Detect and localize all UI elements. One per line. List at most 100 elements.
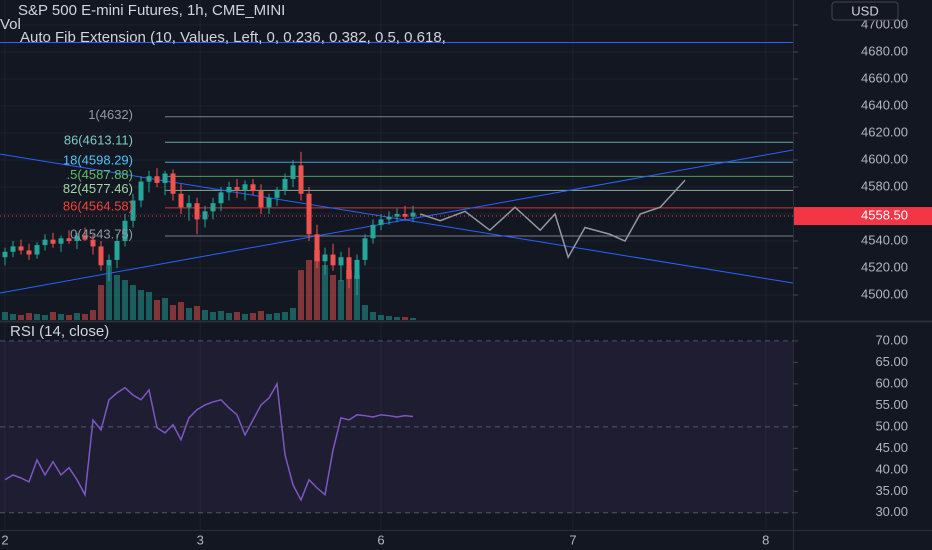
candle-body (378, 219, 384, 225)
candle-body (138, 181, 144, 201)
y-tick-label: 70.00 (875, 332, 908, 347)
volume-bar (50, 312, 56, 320)
candle-body (114, 241, 120, 260)
x-tick-label: 6 (377, 532, 384, 547)
volume-bar (266, 314, 272, 320)
volume-bar (258, 311, 264, 320)
volume-bar (162, 298, 168, 320)
volume-bar (410, 318, 416, 320)
candle-body (338, 257, 344, 266)
x-tick-label: 7 (569, 532, 576, 547)
candle-body (370, 224, 376, 239)
candle-body (354, 259, 360, 279)
last-price-box (794, 207, 932, 226)
volume-bar (274, 313, 280, 320)
rsi-line (4, 381, 414, 502)
candle-body (362, 238, 368, 260)
candle-body (2, 251, 8, 258)
y-tick-label: 65.00 (875, 354, 908, 369)
volume-bar (130, 285, 136, 320)
candle-body (170, 173, 176, 194)
y-tick-label: 4540.00 (861, 232, 908, 247)
candle-body (202, 211, 208, 220)
candle-body (386, 216, 392, 220)
y-tick-label: 4600.00 (861, 151, 908, 166)
fib-label: .5(4587.88) (67, 167, 134, 182)
candle-body (210, 203, 216, 212)
volume-bar (122, 280, 128, 320)
x-tick-label: 2 (1, 532, 8, 547)
candle-body (250, 184, 256, 192)
volume-bar (18, 315, 24, 320)
candle-body (122, 220, 128, 242)
y-tick-label: 30.00 (875, 504, 908, 519)
volume-bar (186, 308, 192, 320)
candle-body (194, 203, 200, 220)
candle-body (282, 178, 288, 190)
candle-body (346, 257, 352, 279)
candle-body (90, 239, 96, 247)
candle-body (258, 191, 264, 208)
candle-body (242, 184, 248, 190)
candle-body (394, 214, 400, 217)
x-tick-label: 8 (762, 532, 769, 547)
volume-bar (82, 314, 88, 320)
volume-label: Vol (0, 16, 21, 33)
candle-body (234, 187, 240, 190)
y-tick-label: 4680.00 (861, 43, 908, 58)
candle-body (154, 176, 160, 183)
volume-bar (226, 313, 232, 320)
candle-body (10, 246, 16, 252)
volume-bar (114, 275, 120, 320)
y-tick-label: 40.00 (875, 461, 908, 476)
currency[interactable]: USD (851, 3, 878, 18)
volume-bar (362, 305, 368, 320)
volume-bar (234, 312, 240, 320)
fib-label: 1(4632) (88, 107, 133, 122)
y-tick-label: 4520.00 (861, 259, 908, 274)
candle-body (178, 193, 184, 208)
candle-body (330, 254, 336, 266)
volume-bar (330, 275, 336, 320)
candle-body (162, 173, 168, 183)
volume-bar (170, 305, 176, 320)
y-tick-label: 4580.00 (861, 178, 908, 193)
volume-bar (146, 292, 152, 320)
candle-body (322, 254, 328, 262)
candle-body (186, 203, 192, 208)
candle-body (218, 192, 224, 204)
volume-bar (354, 275, 360, 320)
volume-bar (154, 300, 160, 320)
y-tick-label: 50.00 (875, 418, 908, 433)
volume-bar (394, 317, 400, 320)
candle-body (82, 235, 88, 240)
fib-label: 86(4564.58) (63, 198, 133, 213)
projection-line (419, 179, 686, 260)
candle-body (226, 187, 232, 193)
currency-box[interactable] (831, 1, 899, 21)
candle-body (402, 214, 408, 217)
last-price-label: 4558.50 (861, 207, 908, 222)
fib-label: 18(4598.29) (63, 153, 133, 168)
volume-bar (194, 306, 200, 320)
candle-body (18, 246, 24, 251)
candle-body (50, 239, 56, 244)
volume-bar (338, 280, 344, 320)
volume-bar (282, 312, 288, 320)
y-tick-label: 45.00 (875, 440, 908, 455)
y-tick-label: 4620.00 (861, 124, 908, 139)
volume-bar (402, 317, 408, 320)
candle-body (410, 212, 416, 217)
volume-bar (298, 270, 304, 320)
y-tick-label: 55.00 (875, 397, 908, 412)
volume-bar (202, 310, 208, 320)
volume-bar (34, 314, 40, 320)
volume-bar (98, 285, 104, 320)
fib-label: 0(4543.75) (70, 226, 133, 241)
candle-body (66, 238, 72, 242)
candle-body (130, 200, 136, 221)
candle-body (74, 235, 80, 242)
volume-bar (242, 314, 248, 320)
candle-body (298, 165, 304, 194)
candle-body (34, 245, 40, 255)
